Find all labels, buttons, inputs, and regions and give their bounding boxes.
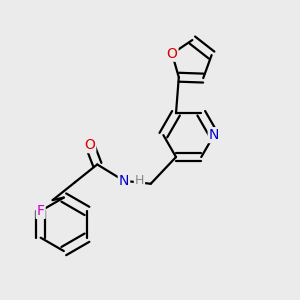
Text: O: O (167, 47, 178, 61)
Text: H: H (135, 174, 144, 187)
Text: N: N (209, 128, 219, 142)
Text: N: N (119, 174, 129, 188)
Text: F: F (37, 204, 45, 218)
Text: O: O (84, 138, 95, 152)
